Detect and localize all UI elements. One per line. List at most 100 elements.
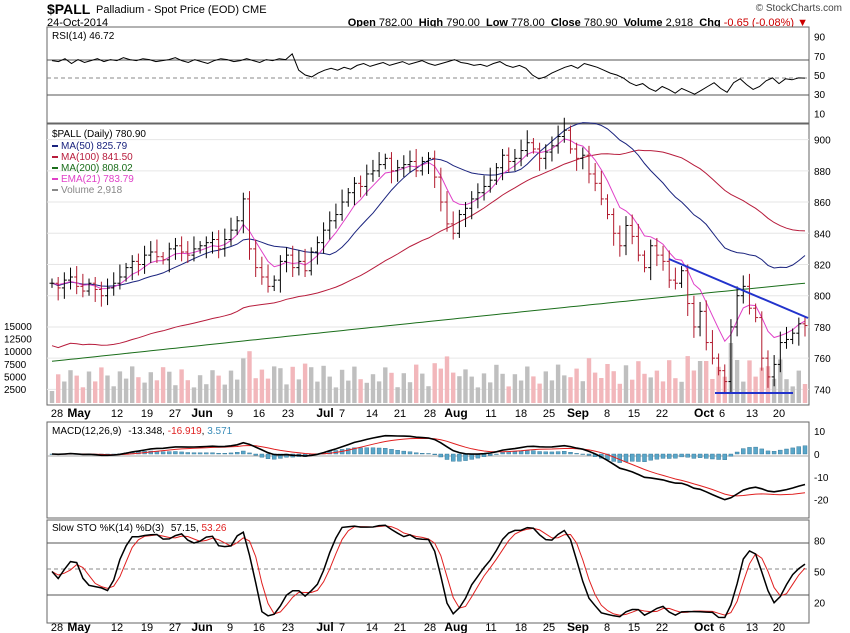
volume-bar: [204, 384, 209, 403]
date-tick-label: 8: [604, 622, 610, 633]
volume-tick-label: 12500: [4, 335, 32, 346]
brand-watermark[interactable]: © StockCharts.com: [755, 3, 842, 14]
volume-bar: [475, 387, 481, 403]
price-bar: [734, 286, 740, 337]
legend-entry: Volume 2,918: [61, 185, 123, 196]
volume-bar: [796, 370, 801, 403]
date-tick-label: 12: [111, 408, 123, 420]
rsi-tick-label: 90: [814, 33, 826, 44]
volume-bar: [235, 379, 240, 403]
date-tick-label: 28: [51, 622, 63, 633]
macd-hist-bar: [488, 453, 493, 456]
macd-hist-bar: [759, 448, 764, 455]
rsi-series-line: [51, 53, 806, 95]
volume-bar: [586, 358, 592, 403]
macd-hist-bar: [506, 451, 511, 455]
macd-hist-bar: [395, 450, 400, 455]
price-bar: [154, 239, 160, 263]
price-bar: [703, 300, 709, 351]
price-bar: [635, 223, 641, 262]
rsi-tick-label: 70: [814, 52, 826, 63]
price-bar: [759, 311, 765, 371]
price-bar: [179, 236, 185, 262]
date-tick-label: 14: [366, 622, 378, 633]
macd-hist-bar: [265, 453, 271, 460]
macd-tick-label: 10: [814, 427, 826, 438]
volume-bar: [142, 382, 147, 403]
volume-bar: [426, 386, 431, 403]
macd-hist-bar: [173, 451, 178, 455]
volume-bar: [512, 374, 518, 403]
price-tick-label: 820: [814, 261, 831, 272]
volume-bar: [80, 387, 86, 403]
macd-hist-bar: [704, 453, 709, 459]
volume-bar: [759, 367, 764, 403]
price-bar: [259, 256, 265, 285]
volume-bar: [173, 385, 178, 403]
volume-tick-label: 5000: [4, 372, 27, 383]
volume-bar: [642, 373, 647, 403]
price-bar: [623, 216, 629, 256]
date-tick-label: 6: [719, 622, 725, 633]
date-tick-label: 27: [169, 408, 181, 420]
change-value: -0.65 (-0.08%): [723, 17, 795, 29]
rsi-frame: [46, 26, 810, 124]
date-tick-label: Aug: [444, 406, 467, 420]
volume-bar: [62, 381, 67, 403]
volume-bar: [414, 364, 419, 403]
volume-bar: [272, 366, 277, 403]
volume-tick-label: 15000: [4, 322, 32, 333]
price-bar: [358, 175, 364, 198]
macd-hist-bar: [642, 453, 647, 462]
low-label: Low: [485, 17, 508, 29]
date-tick-label: 16: [253, 408, 265, 420]
macd-hist-bar: [389, 449, 394, 455]
price-bar: [672, 267, 678, 290]
price-bar: [376, 152, 382, 178]
volume-bar: [592, 372, 598, 403]
macd-hist-bar: [734, 451, 740, 455]
price-bar: [518, 139, 524, 167]
price-bar: [555, 125, 561, 154]
macd-hist-bar: [376, 447, 382, 455]
date-axis-bottom: 28 May 12 19 27 Jun 9 16 23 Jul 7 14 21 28 Aug 11 18 25 Se…: [51, 620, 785, 633]
price-bar: [475, 183, 481, 209]
volume-bar: [506, 386, 511, 403]
macd-hist-bar: [747, 447, 752, 455]
price-bar: [438, 167, 444, 212]
price-bar: [611, 208, 617, 246]
macd-hist-bar: [568, 452, 573, 455]
volume-bar: [253, 378, 258, 403]
volume-tick-label: 2500: [4, 385, 27, 396]
volume-value: 2,918: [665, 17, 694, 29]
date-tick-label: Jun: [191, 406, 212, 420]
date-tick-label: Jul: [316, 620, 333, 633]
volume-bar: [549, 380, 555, 403]
macd-hist-bar: [753, 446, 758, 455]
price-bar: [567, 125, 573, 154]
volume-bar: [623, 365, 629, 403]
price-bar: [450, 211, 456, 240]
date-tick-label: 7: [339, 622, 345, 633]
volume-bar: [469, 376, 474, 403]
macd-hist-bar: [358, 447, 363, 455]
volume-bar: [617, 383, 622, 403]
macd-tick-label: -10: [814, 473, 829, 484]
date-tick-label: 28: [424, 408, 436, 420]
macd-hist-bar: [426, 453, 431, 455]
macd-hist-bar: [728, 453, 734, 457]
resistance-trendline[interactable]: [668, 258, 809, 319]
volume-bar: [574, 368, 579, 403]
price-bar: [512, 148, 518, 171]
macd-hist-bar: [401, 450, 406, 455]
price-bar: [444, 191, 450, 232]
price-bar: [197, 241, 203, 254]
ma200-line: [51, 282, 806, 362]
price-bar: [456, 209, 462, 238]
volume-bar: [691, 370, 697, 403]
volume-bar: [321, 365, 326, 403]
price-bar: [160, 252, 166, 265]
price-bar: [327, 211, 333, 240]
macd-hist-bar: [407, 451, 413, 455]
macd-hist-bar: [512, 451, 518, 455]
